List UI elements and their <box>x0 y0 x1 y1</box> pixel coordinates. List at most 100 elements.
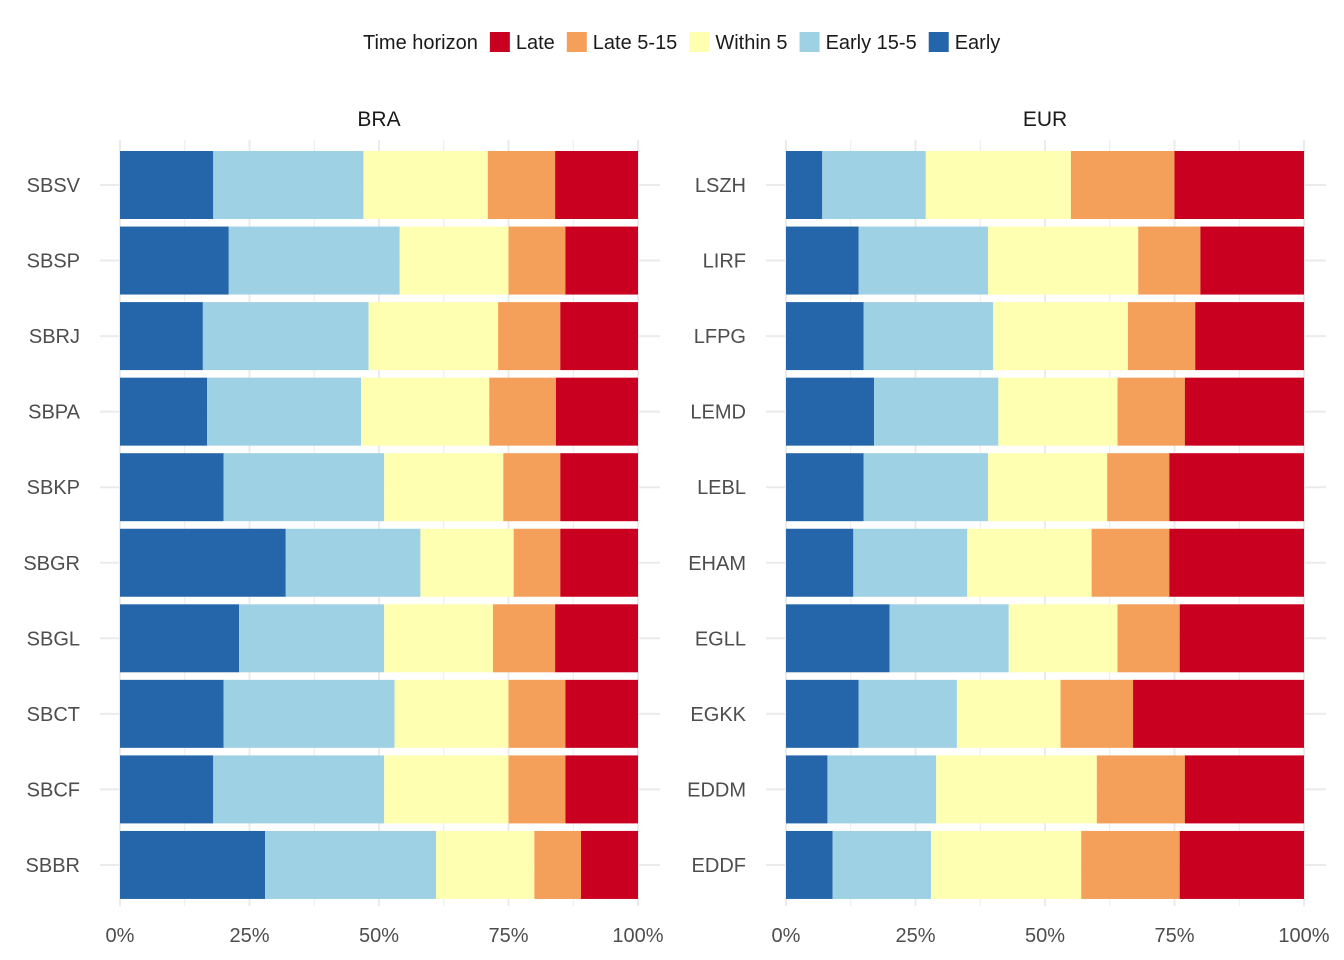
bar-segment-early <box>120 679 224 748</box>
facet-panels: BRA SBSV SBSP SBRJ SBPA SBKP SBGR SBGL SBCT SBCF S… <box>23 108 1329 947</box>
legend-key-1 <box>566 32 587 52</box>
legend-label: Early <box>955 32 1001 54</box>
bar-segment-early-15-5 <box>213 151 364 219</box>
bar-segment-early-15-5 <box>858 679 957 748</box>
bar-segment-late-5-15 <box>534 830 582 899</box>
bar-segment-late-5-15 <box>1096 755 1185 824</box>
bar-segment-late-5-15 <box>1107 453 1170 522</box>
category-label: SBCT <box>27 704 80 726</box>
bar-segment-late <box>1174 151 1304 219</box>
bar-segment-early <box>120 755 214 824</box>
legend-title: Time horizon <box>363 32 478 54</box>
bar-segment-within-5 <box>988 453 1108 522</box>
bar-segment-early <box>786 226 859 295</box>
bar-segment-within-5 <box>384 755 509 824</box>
bar-segment-early-15-5 <box>239 604 385 673</box>
category-label: EGLL <box>695 628 746 650</box>
legend: Time horizon Late Late 5-15 Within 5 Early … <box>363 32 1000 54</box>
x-tick-label: 100% <box>612 925 663 947</box>
bar-segment-within-5 <box>925 151 1071 219</box>
bar-segment-late <box>1184 755 1304 824</box>
bar-segment-late <box>560 302 638 371</box>
bar-segment-late <box>1133 679 1304 748</box>
legend-label: Within 5 <box>715 32 787 54</box>
bar-segment-within-5 <box>384 453 504 522</box>
bar-segment-early-15-5 <box>827 755 937 824</box>
bar-segment-late <box>581 830 638 899</box>
bar-segment-early-15-5 <box>265 830 436 899</box>
bar-segment-early-15-5 <box>213 755 385 824</box>
bar-segment-late <box>565 226 638 295</box>
x-tick-label: 0% <box>106 925 135 947</box>
bar-segment-late-5-15 <box>498 302 561 371</box>
bar-segment-early <box>786 604 890 673</box>
bar-segment-within-5 <box>361 377 490 446</box>
bar-segment-early <box>786 377 875 446</box>
bar-segment-early-15-5 <box>832 830 932 899</box>
bar-segment-within-5 <box>399 226 509 295</box>
bar-segment-late <box>565 679 638 748</box>
bar-segment-late <box>1195 302 1304 371</box>
bar-segment-early <box>120 151 214 219</box>
x-tick-label: 25% <box>895 925 935 947</box>
bar-segment-early-15-5 <box>223 453 385 522</box>
legend-label: Late 5-15 <box>593 32 678 54</box>
panel-bra: BRA SBSV SBSP SBRJ SBPA SBKP SBGR SBGL SBCT SBCF S… <box>23 108 663 947</box>
bar-segment-early-15-5 <box>207 377 362 446</box>
x-tick-label: 50% <box>359 925 399 947</box>
panel-title: EUR <box>1023 108 1067 131</box>
bar-segment-early-15-5 <box>223 679 395 748</box>
bar-segment-early-15-5 <box>285 528 421 597</box>
bar-segment-late <box>565 755 638 824</box>
bar-segment-within-5 <box>435 830 535 899</box>
bar-segment-late <box>1179 604 1304 673</box>
bar-segment-late-5-15 <box>508 226 566 295</box>
x-tick-label: 50% <box>1025 925 1065 947</box>
category-label: LEMD <box>690 402 746 424</box>
category-label: EDDF <box>692 855 746 877</box>
category-label: LIRF <box>703 251 746 273</box>
bar-segment-early <box>120 226 229 295</box>
bar-segment-late-5-15 <box>1127 302 1196 371</box>
bar-segment-early <box>120 453 224 522</box>
category-label: SBBR <box>26 855 80 877</box>
bar-segment-early <box>120 302 203 371</box>
bar-segment-late-5-15 <box>513 528 561 597</box>
legend-label: Late <box>516 32 555 54</box>
bar-segment-late-5-15 <box>503 453 561 522</box>
bar-segment-late-5-15 <box>1070 151 1175 219</box>
category-label: SBSV <box>27 175 81 197</box>
category-label: LFPG <box>694 326 746 348</box>
bar-segment-late-5-15 <box>487 151 556 219</box>
bar-segment-early-15-5 <box>863 453 989 522</box>
bar-segment-late-5-15 <box>1081 830 1180 899</box>
bar-segment-late <box>555 377 638 446</box>
bar-segment-late-5-15 <box>492 604 556 673</box>
panel-eur: EUR LSZH LIRF LFPG LEMD LEBL EHAM EGLL EGKK EDDM E… <box>687 108 1330 947</box>
bar-segment-early <box>786 755 828 824</box>
bar-segment-early-15-5 <box>858 226 989 295</box>
category-label: EGKK <box>690 704 746 726</box>
category-label: EHAM <box>688 553 746 575</box>
legend-label: Early 15-5 <box>826 32 917 54</box>
bar-segment-within-5 <box>936 755 1097 824</box>
legend-key-2 <box>689 32 710 52</box>
bar-segment-late <box>1169 528 1304 597</box>
bar-segment-within-5 <box>998 377 1118 446</box>
category-label: SBCF <box>27 779 80 801</box>
bar-segment-late <box>560 528 638 597</box>
category-label: SBPA <box>28 402 81 424</box>
bar-segment-late-5-15 <box>1138 226 1201 295</box>
bar-segment-within-5 <box>420 528 514 597</box>
bar-segment-early-15-5 <box>874 377 999 446</box>
legend-key-4 <box>928 32 949 52</box>
bar-segment-late <box>555 604 638 673</box>
bar-segment-early-15-5 <box>863 302 994 371</box>
bar-segment-within-5 <box>368 302 499 371</box>
bar-segment-late <box>1169 453 1304 522</box>
bar-segment-late <box>1184 377 1304 446</box>
bar-segment-within-5 <box>967 528 1092 597</box>
bar-segment-late-5-15 <box>1060 679 1134 748</box>
x-tick-label: 100% <box>1278 925 1329 947</box>
